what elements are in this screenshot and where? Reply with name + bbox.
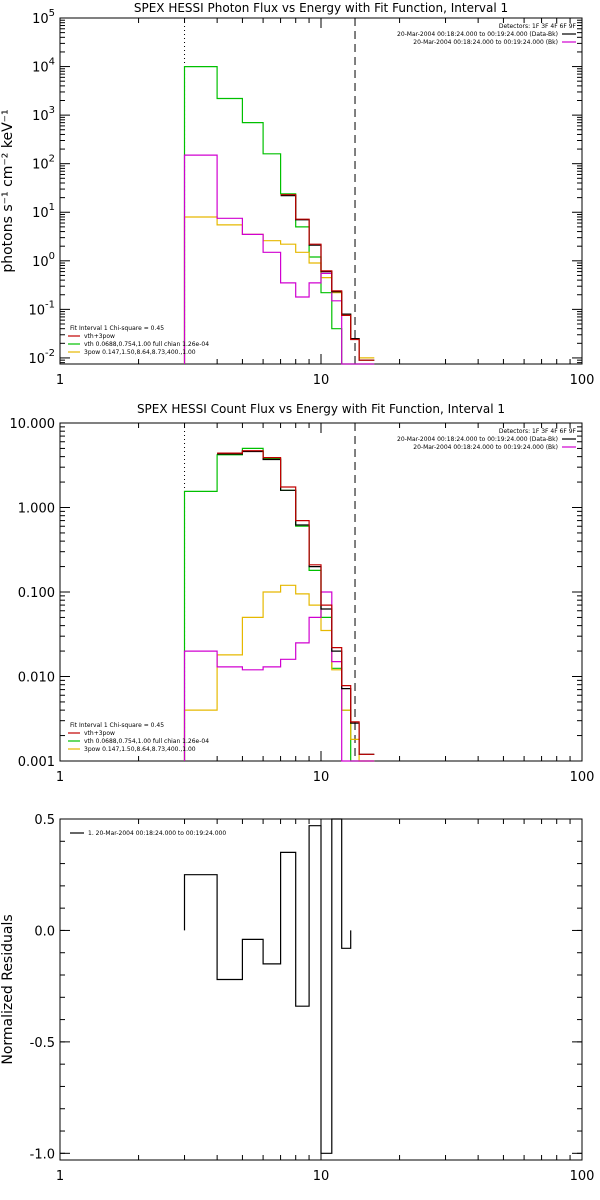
- legend-entry-left: vth 0.0688,0.754,1.00 full chian 1.26e-0…: [84, 341, 209, 348]
- y-tick-label: 105: [32, 8, 55, 27]
- y-tick-label: 0.001: [18, 755, 55, 770]
- y-tick-exponent: 1: [49, 202, 55, 213]
- legend-entry-right: 20-Mar-2004 00:18:24.000 to 00:19:24.000…: [397, 31, 558, 38]
- legend-entry-left: vth+3pow: [84, 730, 115, 737]
- legend-entry-right: 20-Mar-2004 00:18:24.000 to 00:19:24.000…: [413, 444, 558, 451]
- y-tick-label: 10-2: [28, 348, 55, 367]
- y-tick-label: -1.0: [30, 1147, 55, 1162]
- series-3-histogram: [183, 154, 375, 365]
- legend-entry-left: 3pow 0.147,1.50,8.64,8.73,400.,1.00: [84, 349, 196, 356]
- legend-entry-right: 20-Mar-2004 00:18:24.000 to 00:19:24.000…: [413, 39, 558, 46]
- series-1-histogram: [183, 447, 375, 762]
- chart-title: SPEX HESSI Photon Flux vs Energy with Fi…: [134, 1, 508, 15]
- legend-entry-left: Fit Interval 1 Chi-square = 0.45: [70, 325, 164, 332]
- x-tick-label: 10: [313, 373, 330, 388]
- legend-entry-left: vth+3pow: [84, 333, 115, 340]
- chart-panel-2: SPEX HESSI Count Flux vs Energy with Fit…: [10, 402, 595, 785]
- y-tick-label: 10-1: [28, 299, 55, 318]
- x-tick-label: 100: [570, 770, 595, 785]
- y-axis-label: photons s⁻¹ cm⁻² keV⁻¹: [0, 109, 16, 272]
- y-tick-label: 102: [32, 154, 55, 173]
- chart-title: SPEX HESSI Count Flux vs Energy with Fit…: [137, 402, 505, 416]
- x-tick-label: 1: [56, 770, 64, 785]
- legend-entry-right: Detectors: 1F 3F 4F 6F 9F: [499, 23, 577, 30]
- y-tick-label: 103: [32, 105, 55, 124]
- series-1-histogram: [183, 818, 352, 1154]
- legend-entry-right: 20-Mar-2004 00:18:24.000 to 00:19:24.000…: [397, 436, 558, 443]
- series-5-histogram: [280, 194, 375, 361]
- legend-entry-left: 3pow 0.147,1.50,8.64,8.73,400.,1.00: [84, 746, 196, 753]
- legend-entry-left: vth 0.0688,0.754,1.00 full chian 1.26e-0…: [84, 738, 209, 745]
- series-2-histogram: [183, 216, 375, 364]
- chart-panel-1: SPEX HESSI Photon Flux vs Energy with Fi…: [0, 1, 594, 388]
- legend-entry-left: 1. 20-Mar-2004 00:18:24.000 to 00:19:24.…: [88, 830, 226, 837]
- y-tick-exponent: -2: [45, 348, 55, 359]
- x-tick-label: 1: [56, 1169, 64, 1184]
- x-tick-label: 1: [56, 373, 64, 388]
- y-tick-label: 0.010: [18, 671, 55, 686]
- legend-entry-left: Fit Interval 1 Chi-square = 0.45: [70, 722, 164, 729]
- y-tick-label: 0.100: [18, 586, 55, 601]
- series-5-histogram: [217, 450, 375, 755]
- series-1-histogram: [183, 66, 375, 365]
- y-tick-label: 100: [32, 251, 55, 270]
- x-tick-label: 10: [313, 770, 330, 785]
- x-tick-label: 10: [313, 1169, 330, 1184]
- y-tick-label: -0.5: [30, 1036, 55, 1051]
- y-tick-exponent: 4: [49, 57, 55, 68]
- y-axis-label: Normalized Residuals: [0, 914, 16, 1064]
- chart-panel-3: 1 10 100 0.5 0.0 -0.5 -1.0 Normalized Residuals…: [0, 813, 594, 1184]
- y-tick-label: 1.000: [18, 502, 55, 517]
- y-tick-exponent: 5: [49, 8, 55, 19]
- legend-entry-right: Detectors: 1F 3F 4F 6F 9F: [499, 428, 577, 435]
- x-tick-label: 100: [570, 373, 595, 388]
- y-tick-label: 101: [32, 202, 55, 221]
- y-tick-label: 0.0: [34, 924, 55, 939]
- y-tick-exponent: 0: [49, 251, 55, 262]
- y-tick-exponent: -1: [45, 299, 55, 310]
- y-tick-label: 10.000: [10, 417, 56, 432]
- y-tick-label: 104: [32, 57, 55, 76]
- y-tick-exponent: 3: [49, 105, 55, 116]
- y-tick-exponent: 2: [49, 154, 55, 165]
- plot-frame: [59, 17, 583, 365]
- series-2-histogram: [183, 584, 375, 762]
- y-tick-label: 0.5: [34, 813, 55, 828]
- series-3-histogram: [183, 591, 375, 762]
- x-tick-label: 100: [570, 1169, 595, 1184]
